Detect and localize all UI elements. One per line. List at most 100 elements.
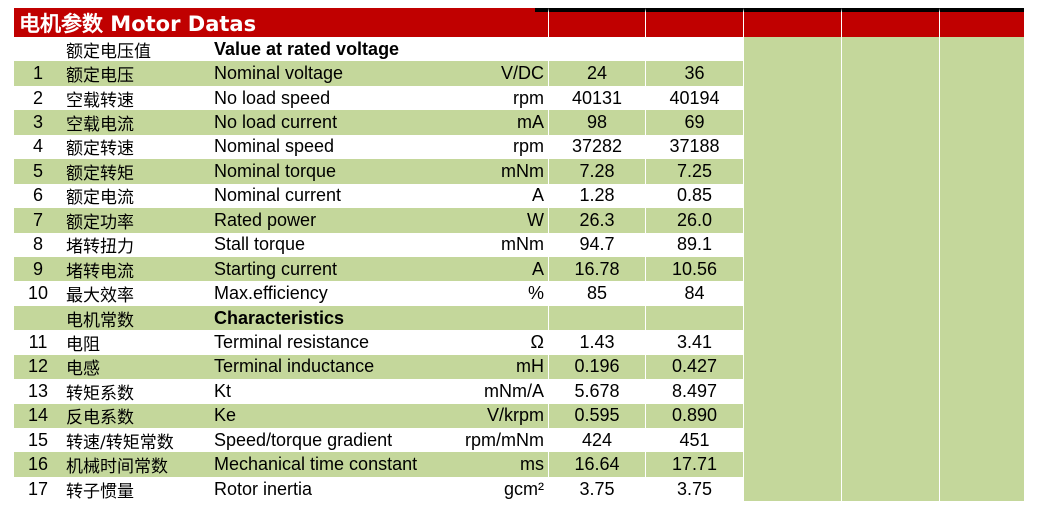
row-empty-cell: [841, 183, 939, 209]
row-chinese-label: 额定电压: [62, 61, 212, 86]
row-chinese-label: 额定转速: [66, 139, 134, 160]
row-empty-cell: [841, 403, 939, 428]
row-unit: W: [432, 208, 548, 233]
table-row: 4 额定转速 Nominal speed rpm 37282 37188: [14, 134, 1024, 160]
row-number: 4: [32, 136, 43, 157]
row-empty-cell: [743, 452, 841, 477]
row-empty-cell: [743, 354, 841, 380]
table-row: 6 额定电流 Nominal current A 1.28 0.85: [14, 183, 1024, 209]
row-unit: gcm²: [504, 478, 544, 499]
row-value-36v: 451: [645, 428, 743, 453]
row-number: 2: [32, 87, 43, 108]
row-empty-cell: [841, 61, 939, 86]
row-empty-cell: [939, 134, 1024, 160]
row-english-label: Nominal current: [214, 185, 342, 206]
row-chinese-label: 堵转电流: [62, 256, 212, 282]
row-value-24v: 16.64: [548, 452, 645, 477]
row-empty-cell: [743, 379, 841, 404]
row-number: 16: [14, 452, 62, 477]
row-empty-cell: [939, 183, 1024, 209]
row-empty-cell: [743, 403, 841, 428]
row-chinese-label: 最大效率: [66, 286, 134, 306]
table-row: 3 空载电流 No load current mA 98 69: [14, 110, 1024, 135]
row-empty-cell: [743, 256, 841, 282]
row-number: 9: [14, 256, 62, 282]
row-empty-cell: [939, 403, 1024, 428]
table-row: 8 堵转扭力 Stall torque mNm 94.7 89.1: [14, 232, 1024, 257]
row-empty-cell: [841, 110, 939, 135]
row-empty-cell: [743, 61, 841, 86]
row-unit: rpm: [513, 136, 544, 157]
row-value-36v: 3.41: [645, 330, 743, 355]
row-unit: V/DC: [432, 61, 548, 86]
table-row: 5 额定转矩 Nominal torque mNm 7.28 7.25: [14, 159, 1024, 184]
row-english-label: Ke: [212, 403, 452, 428]
row-value-36v: 3.75: [645, 476, 743, 502]
row-value-24v: 0.595: [548, 403, 645, 428]
row-chinese-label: 堵转扭力: [66, 237, 134, 257]
row-empty-cell: [841, 354, 939, 380]
row-empty-cell: [743, 232, 841, 257]
characteristics-rows: 11 电阻 Terminal resistance Ω 1.43 3.41 12 电感 Term…: [14, 330, 1024, 502]
title-row: 电机参数 Motor Datas: [14, 0, 1024, 37]
row-number: 6: [32, 185, 43, 206]
row-value-36v: 40194: [645, 85, 743, 111]
row-empty-cell: [841, 208, 939, 233]
row-number: 12: [14, 354, 62, 380]
row-number: 10: [27, 283, 49, 304]
row-chinese-label: 空载电流: [62, 110, 212, 135]
row-english-label: Nominal speed: [214, 136, 335, 157]
row-empty-cell: [841, 476, 939, 502]
row-value-24v: 424: [548, 428, 645, 453]
row-empty-cell: [841, 281, 939, 306]
row-value-36v: 69: [645, 110, 743, 135]
row-value-24v: 98: [548, 110, 645, 135]
row-empty-cell: [743, 110, 841, 135]
row-english-label: Stall torque: [214, 234, 306, 255]
row-value-36v: 37188: [645, 134, 743, 160]
row-chinese-label: 转子惯量: [66, 481, 134, 502]
row-value-36v: 26.0: [645, 208, 743, 233]
table-row: 16 机械时间常数 Mechanical time constant ms 16.64 1…: [14, 452, 1024, 477]
row-number: 7: [14, 208, 62, 233]
row-value-24v: 94.7: [548, 232, 645, 257]
row-chinese-label: 空载转速: [66, 90, 134, 111]
header-col-3: [743, 8, 841, 37]
header-col-1: [548, 8, 645, 37]
row-empty-cell: [841, 256, 939, 282]
table-row: 9 堵转电流 Starting current A 16.78 10.56: [14, 256, 1024, 282]
row-empty-cell: [939, 452, 1024, 477]
row-empty-cell: [841, 134, 939, 160]
row-value-36v: 0.427: [645, 354, 743, 380]
row-english-label: No load current: [212, 110, 452, 135]
row-chinese-label: 反电系数: [62, 403, 212, 428]
row-value-24v: 1.28: [548, 183, 645, 209]
row-unit: V/krpm: [432, 403, 548, 428]
row-empty-cell: [743, 281, 841, 306]
table-row: 7 额定功率 Rated power W 26.3 26.0: [14, 208, 1024, 233]
row-empty-cell: [743, 428, 841, 453]
row-english-label: Rated power: [212, 208, 452, 233]
row-empty-cell: [841, 232, 939, 257]
row-empty-cell: [743, 183, 841, 209]
table-row: 10 最大效率 Max.efficiency% 85 84: [14, 281, 1024, 306]
row-english-label: Terminal inductance: [212, 354, 452, 380]
row-value-36v: 89.1: [645, 232, 743, 257]
row-empty-cell: [939, 256, 1024, 282]
row-empty-cell: [743, 476, 841, 502]
row-english-label: Nominal torque: [212, 159, 452, 184]
row-value-36v: 36: [645, 61, 743, 86]
section-header-characteristics: 电机常数 Characteristics: [14, 305, 1024, 331]
row-number: 14: [14, 403, 62, 428]
rated-rows: 1 额定电压 Nominal voltage V/DC 24 36 2 空载转速 No load…: [14, 61, 1024, 306]
row-chinese-label: 额定电流: [66, 188, 134, 209]
row-value-24v: 40131: [548, 85, 645, 111]
table-row: 14 反电系数 Ke V/krpm 0.595 0.890: [14, 403, 1024, 428]
row-unit: mNm: [501, 234, 544, 255]
table-row: 12 电感 Terminal inductance mH 0.196 0.427: [14, 354, 1024, 380]
row-empty-cell: [939, 354, 1024, 380]
section-header-rated: 额定电压值 Value at rated voltage: [14, 37, 1024, 62]
section-en-label: Characteristics: [212, 305, 452, 331]
row-number: 13: [27, 380, 49, 401]
row-english-label: Speed/torque gradient: [214, 429, 393, 450]
